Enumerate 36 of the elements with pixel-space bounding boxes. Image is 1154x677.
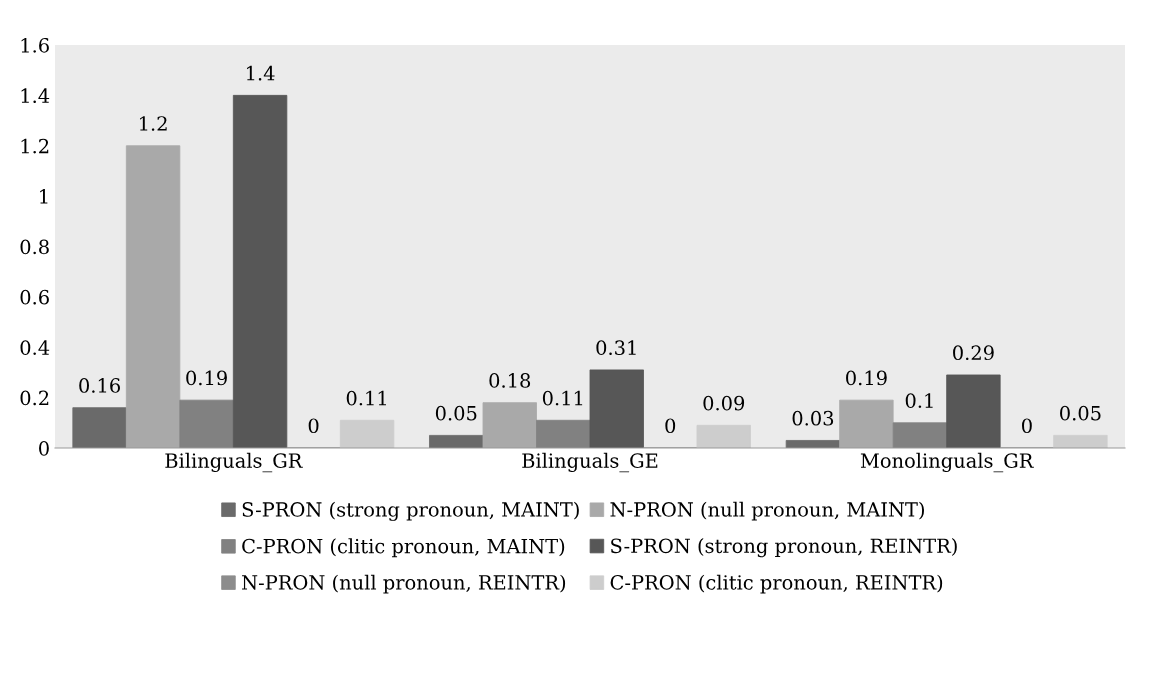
legend-label: N-PRON (null pronoun, MAINT) (610, 501, 924, 521)
data-label: 0.1 (905, 393, 933, 408)
legend-label: C-PRON (clitic pronoun, REINTR) (610, 574, 943, 594)
data-label: 0 (308, 418, 319, 434)
legend-label: S-PRON (strong pronoun, REINTR) (611, 538, 957, 558)
y-tick-label: 0.8 (20, 239, 49, 255)
data-label: 0 (665, 418, 676, 434)
data-label: 0.03 (792, 410, 834, 426)
x-tick-label: Bilinguals_GE (522, 452, 658, 473)
legend-label: S-PRON (strong pronoun, MAINT) (242, 501, 579, 521)
data-label: 0.05 (1060, 405, 1101, 421)
data-label: 0.16 (79, 378, 121, 393)
data-label: 0.11 (542, 390, 583, 406)
data-label: 0.09 (703, 395, 745, 411)
y-tick-label: 1 (40, 189, 48, 204)
x-tick-label: Bilinguals_GR (165, 452, 303, 473)
x-tick-label: Monolinguals_GR (860, 452, 1034, 473)
data-label: 1.2 (139, 116, 167, 131)
data-label: 0 (1022, 418, 1032, 434)
y-tick-label: 1.4 (21, 88, 50, 104)
data-label: 0.19 (186, 370, 227, 386)
y-tick-label: 0 (39, 440, 49, 456)
y-tick-label: 0.4 (20, 340, 50, 355)
y-tick-label: 0.2 (20, 390, 49, 406)
data-label: 0.19 (846, 370, 887, 386)
data-label: 0.11 (346, 390, 386, 406)
data-label: 0.29 (953, 345, 994, 361)
legend-label: C-PRON (clitic pronoun, MAINT) (242, 538, 565, 558)
y-tick-label: 1.2 (21, 138, 49, 154)
legend-label: N-PRON (null pronoun, REINTR) (242, 574, 566, 594)
data-label: 1.4 (246, 65, 275, 81)
data-label: 0.31 (596, 340, 636, 356)
y-tick-label: 0.6 (20, 289, 49, 305)
data-label: 0.05 (435, 405, 477, 421)
y-tick-label: 1.6 (21, 37, 49, 53)
data-label: 0.18 (489, 373, 531, 388)
